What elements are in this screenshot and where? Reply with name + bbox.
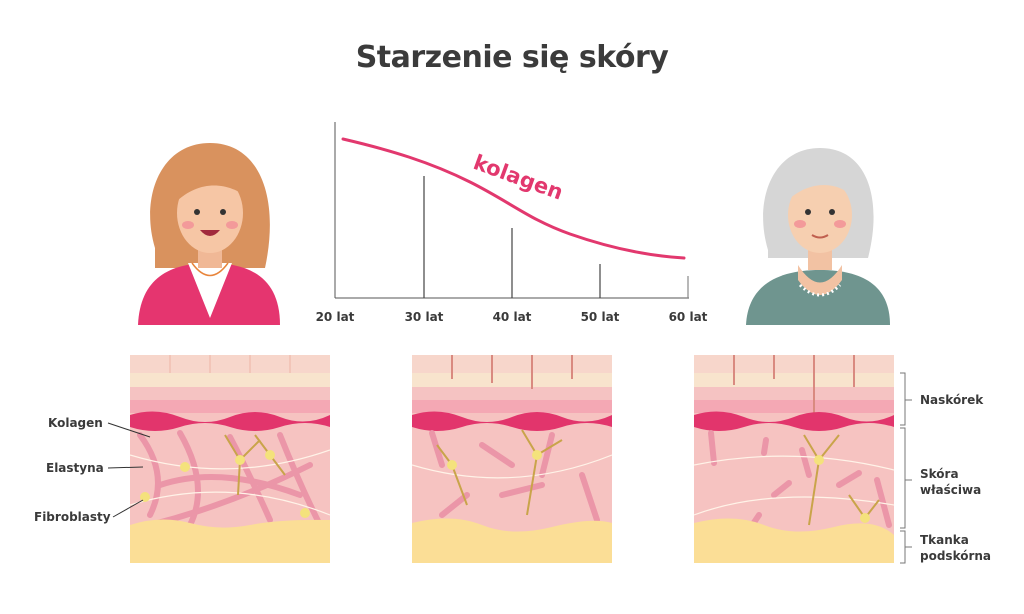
curve-label: kolagen <box>470 150 566 205</box>
layer-name: Tkanka <box>920 533 969 547</box>
collagen-curve <box>341 137 686 260</box>
old-woman-illustration <box>746 148 890 325</box>
collagen-chart: kolagen <box>334 122 689 299</box>
skin-cross-section-young <box>130 355 330 563</box>
layer-name-2: właściwa <box>920 483 982 497</box>
label-pointer-lines <box>107 422 151 518</box>
skin-cross-section-middle <box>412 355 612 563</box>
skin-cross-section-old <box>694 355 894 563</box>
layer-name: Naskórek <box>920 393 984 407</box>
label-elastyna: Elastyna <box>46 461 104 475</box>
x-tick-label: 20 lat <box>315 310 355 324</box>
label-skora-wlasciwa: Skóra właściwa <box>920 466 981 498</box>
layer-name-2: podskórna <box>920 549 992 563</box>
x-tick-label: 30 lat <box>404 310 444 324</box>
label-kolagen: Kolagen <box>48 416 103 430</box>
x-tick-label: 50 lat <box>580 310 620 324</box>
label-tkanka-podskorna: Tkanka podskórna <box>920 532 991 564</box>
x-tick-label: 40 lat <box>492 310 532 324</box>
page-title: Starzenie się skóry <box>355 40 669 75</box>
label-naskorek: Naskórek <box>920 392 983 408</box>
layer-name: Skóra <box>920 467 959 481</box>
layer-brackets <box>900 372 912 564</box>
x-tick-label: 60 lat <box>668 310 708 324</box>
label-fibroblasty: Fibroblasty <box>34 510 111 524</box>
young-woman-illustration <box>138 143 280 325</box>
